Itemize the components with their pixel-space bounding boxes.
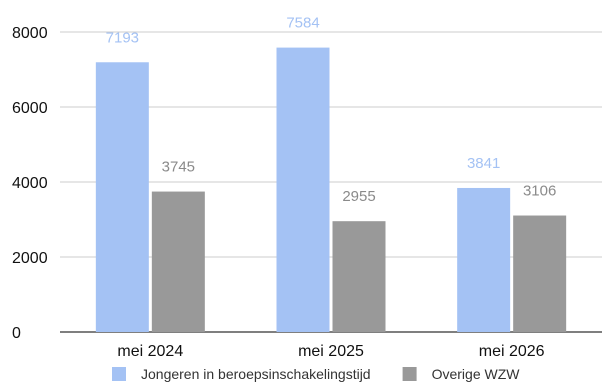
data-label-2-1: 3106: [523, 183, 556, 200]
x-tick-label-2: mei 2026: [479, 343, 545, 360]
y-tick-label-0: 0: [12, 325, 21, 342]
y-tick-label-1: 2000: [12, 250, 48, 267]
x-tick-label-1: mei 2025: [298, 343, 364, 360]
data-label-2-0: 3841: [467, 155, 500, 172]
data-label-0-1: 3745: [162, 159, 195, 176]
data-label-0-0: 7193: [106, 29, 139, 46]
y-tick-label-4: 8000: [12, 25, 48, 42]
bar-0-0: [95, 62, 149, 332]
legend-label-0: Jongeren in beroepsinschakelingstijd: [141, 366, 371, 382]
bar-1-0: [276, 47, 330, 332]
bar-2-0: [457, 187, 511, 332]
legend-swatch-1: [402, 367, 417, 381]
y-tick-label-2: 4000: [12, 175, 48, 192]
data-label-1-1: 2955: [342, 188, 375, 205]
bar-1-1: [332, 221, 386, 332]
bar-0-1: [151, 191, 205, 332]
y-tick-label-3: 6000: [12, 100, 48, 117]
data-label-1-0: 7584: [286, 15, 319, 32]
legend-label-1: Overige WZW: [432, 366, 521, 382]
legend-swatch-0: [112, 367, 126, 381]
x-tick-label-0: mei 2024: [117, 343, 183, 360]
bar-2-1: [513, 215, 567, 332]
